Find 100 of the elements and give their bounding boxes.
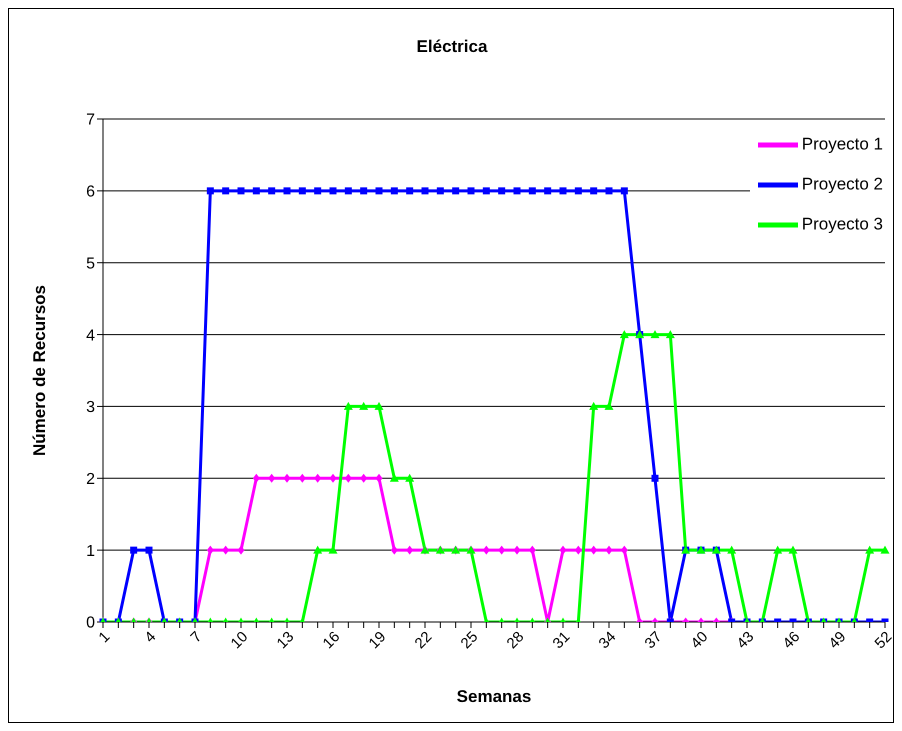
point (514, 187, 520, 194)
point (574, 187, 582, 194)
point (390, 187, 398, 194)
x-axis-title: Semanas (456, 687, 532, 706)
point (620, 187, 628, 194)
point (313, 546, 322, 554)
point (498, 546, 506, 555)
point (620, 330, 629, 338)
x-tick-label: 10 (228, 628, 252, 652)
point (727, 546, 736, 554)
x-tick-label: 43 (734, 628, 758, 652)
legend-label: Proyecto 1 (802, 134, 883, 154)
point (360, 187, 368, 194)
point (652, 474, 658, 482)
point (604, 402, 614, 410)
point (436, 187, 444, 194)
point (252, 474, 260, 483)
point (222, 546, 230, 555)
point (590, 546, 598, 555)
point (330, 474, 336, 483)
point (788, 546, 798, 554)
point (544, 187, 552, 194)
point (406, 546, 414, 555)
point (268, 187, 276, 194)
point (773, 546, 782, 554)
point (130, 546, 138, 554)
point (560, 187, 566, 194)
x-tick-label: 22 (412, 628, 436, 652)
x-tick-label: 28 (504, 628, 528, 652)
point (482, 546, 490, 555)
y-tick-label: 5 (86, 255, 96, 272)
y-tick-label: 4 (86, 327, 96, 344)
point (590, 187, 598, 194)
x-tick-label: 49 (826, 628, 850, 652)
point (405, 474, 414, 482)
point (498, 187, 506, 194)
x-tick-label: 4 (141, 628, 160, 646)
y-tick-label: 1 (86, 542, 96, 560)
point (206, 187, 214, 194)
y-axis-title: Número de Recursos (30, 285, 50, 456)
x-tick-label: 19 (366, 628, 390, 652)
point (252, 187, 260, 194)
point (344, 187, 352, 194)
point (344, 402, 353, 410)
point (376, 474, 382, 483)
point (528, 546, 536, 555)
x-tick-label: 16 (320, 628, 344, 652)
point (468, 187, 474, 194)
x-tick-label: 37 (642, 628, 666, 652)
y-tick-label: 6 (86, 184, 96, 201)
x-tick-label: 34 (596, 628, 620, 652)
x-tick-label: 7 (187, 628, 206, 646)
x-tick-label: 25 (458, 628, 482, 652)
point (376, 187, 382, 194)
point (344, 474, 352, 483)
point (865, 546, 874, 554)
point (360, 474, 368, 483)
point (238, 187, 244, 194)
point (330, 187, 336, 194)
point (650, 330, 660, 338)
point (606, 546, 612, 555)
point (589, 402, 598, 410)
point (406, 187, 414, 194)
point (666, 330, 675, 338)
point (528, 187, 536, 194)
legend-label: Proyecto 2 (802, 174, 883, 194)
point (238, 546, 244, 555)
point (314, 474, 322, 483)
legend-label: Proyecto 3 (802, 214, 883, 234)
y-tick-label: 3 (86, 399, 96, 416)
point (268, 474, 276, 483)
y-tick-label: 2 (86, 470, 96, 488)
point (482, 187, 490, 194)
point (359, 402, 368, 410)
point (606, 187, 612, 194)
point (222, 187, 230, 194)
x-tick-label: 40 (688, 628, 712, 652)
point (206, 546, 214, 555)
x-tick-label: 46 (780, 628, 804, 652)
y-tick-label: 0 (86, 614, 96, 632)
point (298, 187, 306, 194)
chart-title: Eléctrica (416, 37, 488, 57)
point (514, 546, 520, 555)
x-tick-label: 31 (550, 628, 574, 652)
point (314, 187, 322, 194)
y-tick-label: 7 (86, 112, 96, 129)
point (880, 546, 890, 554)
point (620, 546, 628, 555)
point (574, 546, 582, 555)
point (284, 474, 290, 483)
point (374, 402, 384, 410)
point (298, 474, 306, 483)
point (560, 546, 566, 555)
point (422, 187, 428, 194)
point (146, 546, 152, 554)
point (284, 187, 290, 194)
point (390, 546, 398, 555)
x-tick-label: 13 (274, 628, 298, 652)
point (452, 187, 460, 194)
x-tick-label: 52 (872, 628, 896, 652)
